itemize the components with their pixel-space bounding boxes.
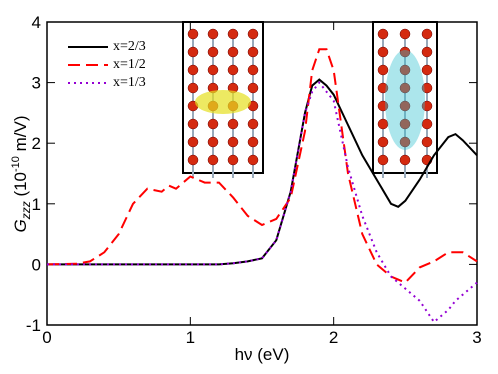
inset-atom (207, 46, 219, 58)
inset-atom (247, 136, 259, 148)
inset-density (195, 90, 251, 114)
inset-atom (421, 118, 433, 130)
inset-atom (227, 46, 239, 58)
inset-atom (227, 64, 239, 76)
inset-atom (421, 136, 433, 148)
inset-atom (421, 82, 433, 94)
inset-atom (247, 46, 259, 58)
inset-atom (227, 154, 239, 166)
y-label-part: G (11, 219, 30, 232)
inset-atom (377, 64, 389, 76)
inset-atom (187, 136, 199, 148)
inset-atom (247, 64, 259, 76)
x-tick-label: 2 (329, 328, 338, 347)
inset-atom (399, 64, 411, 76)
legend-label: x=1/2 (113, 57, 146, 72)
inset-atom (377, 82, 389, 94)
inset-density (385, 50, 425, 150)
y-tick-label: 0 (32, 255, 41, 274)
inset-atom (377, 100, 389, 112)
legend-label: x=1/3 (113, 75, 146, 90)
inset-atom (399, 154, 411, 166)
inset-atom (207, 136, 219, 148)
inset-atom (187, 154, 199, 166)
inset-atom (187, 46, 199, 58)
inset-atom (187, 28, 199, 40)
inset-atom (247, 28, 259, 40)
inset-atom (227, 28, 239, 40)
y-tick-label: -1 (26, 316, 41, 335)
inset-atom (247, 82, 259, 94)
inset-atom (207, 28, 219, 40)
series-line (47, 80, 478, 324)
legend-label: x=2/3 (113, 39, 146, 54)
inset-atom (399, 136, 411, 148)
inset-atom (377, 136, 389, 148)
inset-atom (421, 28, 433, 40)
inset-atom (207, 64, 219, 76)
y-label-part: -10 (10, 156, 22, 172)
inset-atom (207, 118, 219, 130)
inset-atom (187, 118, 199, 130)
inset-atom (377, 118, 389, 130)
inset-atom (421, 100, 433, 112)
inset-atom (187, 82, 199, 94)
inset-atom (399, 82, 411, 94)
x-tick-label: 0 (42, 328, 51, 347)
series-line (46, 48, 478, 284)
inset-atom (377, 46, 389, 58)
inset-atom (399, 28, 411, 40)
inset-atom (227, 118, 239, 130)
inset-atom (247, 118, 259, 130)
y-tick-label: 3 (32, 74, 41, 93)
y-tick-label: 2 (32, 134, 41, 153)
inset-atom (207, 154, 219, 166)
inset-atom (377, 28, 389, 40)
y-tick-label: 4 (32, 13, 41, 32)
inset-atom (399, 100, 411, 112)
inset-atom (227, 136, 239, 148)
inset-atom (247, 154, 259, 166)
plot-frame (46, 21, 478, 326)
inset-atom (187, 64, 199, 76)
inset-atom (399, 118, 411, 130)
y-tick-label: 1 (32, 195, 41, 214)
inset-atom (377, 154, 389, 166)
inset-atom (421, 46, 433, 58)
insets (182, 21, 438, 178)
x-tick-label: 3 (472, 328, 481, 347)
inset-atom (421, 64, 433, 76)
x-tick-label: 1 (186, 328, 195, 347)
y-label-part: m/V) (11, 115, 30, 156)
x-axis-label: hν (eV) (235, 345, 290, 364)
inset-atom (399, 46, 411, 58)
y-label-part: (10 (11, 172, 30, 201)
y-label-part: zzz (19, 201, 33, 220)
y-axis-label: Gzzz (10-10 m/V) (10, 115, 33, 232)
